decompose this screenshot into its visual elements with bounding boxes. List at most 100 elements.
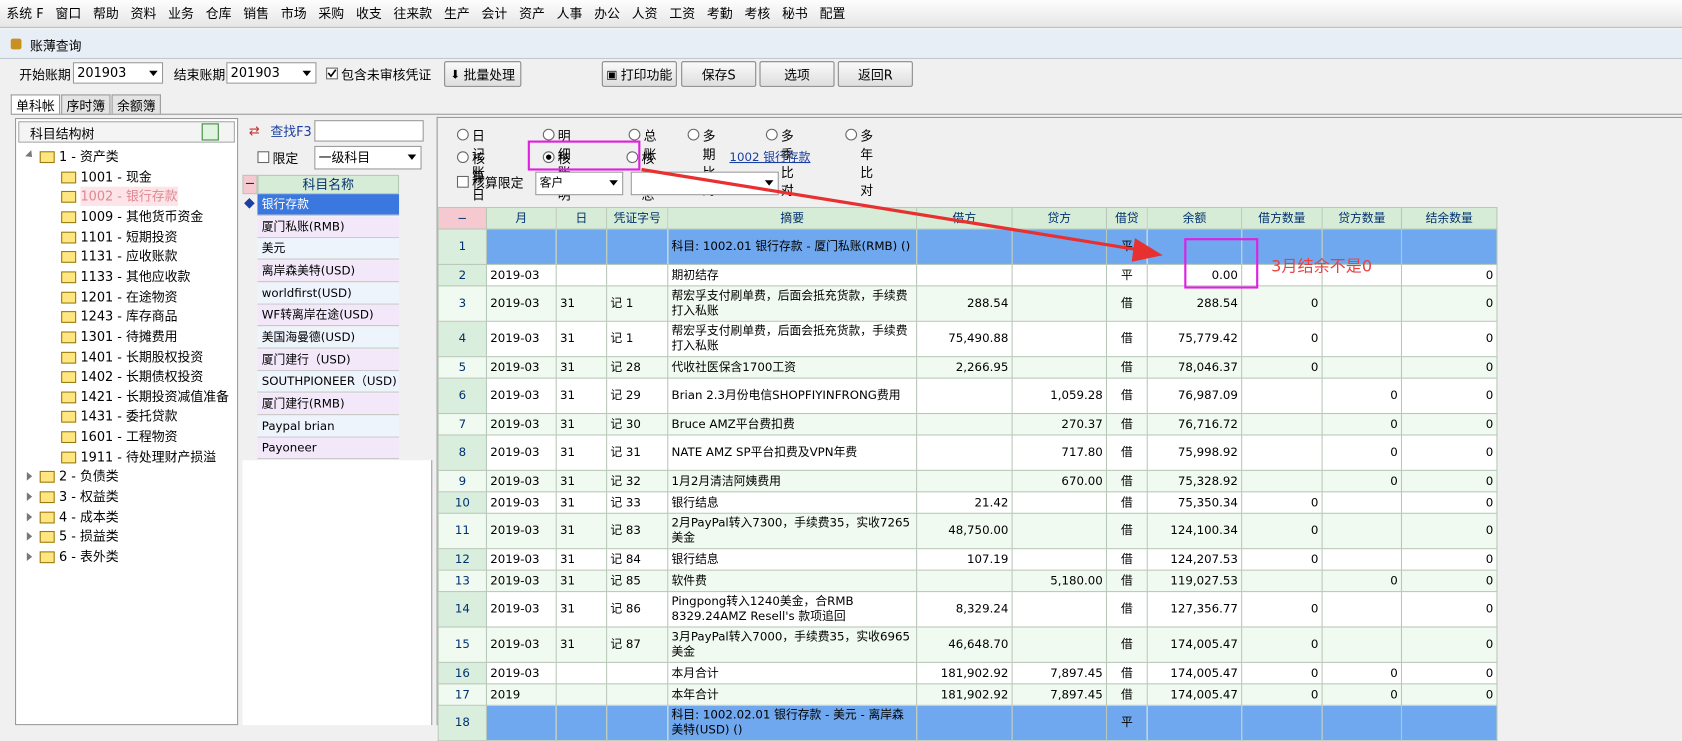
restrict-type-select[interactable]: 客户 bbox=[535, 171, 624, 196]
table-cell: Pingpong转入1240美金，合RMB 8329.24AMZ Resell'… bbox=[667, 591, 918, 628]
table-row[interactable]: 6 2019-03 31 记 29 Brian 2.3月份电信SHOPFIYINFRON… bbox=[437, 377, 1498, 415]
table-row[interactable]: 9 2019-03 31 记 32 1月2月清洁阿姨费用 670.00 借 75,328.92… bbox=[437, 469, 1498, 493]
radio-button[interactable] bbox=[765, 128, 778, 141]
start-period[interactable]: 201903 bbox=[72, 62, 164, 84]
radio-button[interactable] bbox=[628, 128, 641, 141]
radio-button[interactable] bbox=[626, 151, 639, 164]
menu-item[interactable]: 考勤 bbox=[706, 6, 733, 22]
restrict-value-select[interactable] bbox=[630, 171, 779, 196]
print-button[interactable]: ▣ 打印功能 bbox=[601, 61, 677, 87]
subject-item[interactable]: 银行存款 bbox=[257, 194, 400, 216]
menu-item[interactable]: 资产 bbox=[519, 6, 545, 22]
menu-item[interactable]: 资料 bbox=[130, 6, 157, 22]
menu-item[interactable]: 采购 bbox=[318, 6, 345, 22]
menu-item[interactable]: 会计 bbox=[481, 6, 508, 22]
radio-button[interactable] bbox=[845, 128, 858, 141]
table-row[interactable]: 7 2019-03 31 记 30 Bruce AMZ平台费扣费 270.37 借 76,71… bbox=[437, 412, 1498, 436]
subject-item[interactable]: 美元 bbox=[257, 238, 400, 260]
radio-button[interactable] bbox=[542, 151, 555, 164]
refresh-icon[interactable] bbox=[201, 123, 219, 141]
menu-item[interactable]: 考核 bbox=[744, 6, 771, 22]
radio-button[interactable] bbox=[687, 128, 700, 141]
options-button[interactable]: 选项 bbox=[759, 61, 835, 87]
table-row[interactable]: 14 2019-03 31 记 86 Pingpong转入1240美金，合RMB 832… bbox=[437, 591, 1498, 628]
menu-item[interactable]: 销售 bbox=[243, 6, 270, 22]
menu-item[interactable]: 配置 bbox=[819, 6, 846, 22]
table-row[interactable]: 17 2019 本年合计 181,902.92 7,897.45 借 174,005.47 0… bbox=[437, 683, 1498, 706]
tree-label: 1243 - 库存商品 bbox=[80, 309, 178, 325]
tree-expander bbox=[26, 472, 37, 481]
subject-item[interactable]: Paypal brian bbox=[257, 415, 400, 438]
menu-item[interactable]: 仓库 bbox=[205, 6, 232, 22]
table-row[interactable]: 13 2019-03 31 记 85 软件费 5,180.00 借 119,027.53 0 0 bbox=[437, 569, 1498, 593]
radio-button[interactable] bbox=[456, 128, 469, 141]
table-cell: 8,329.24 bbox=[916, 591, 1013, 628]
table-row[interactable]: 15 2019-03 31 记 87 3月PayPal转入7000，手续费35，实收69… bbox=[437, 626, 1498, 663]
menu-item[interactable]: 办公 bbox=[594, 6, 620, 22]
menu-item[interactable]: 业务 bbox=[168, 6, 194, 22]
tab[interactable]: 序时簿 bbox=[61, 94, 111, 114]
table-cell: 本年合计 bbox=[667, 683, 918, 706]
radio-button[interactable] bbox=[456, 151, 469, 164]
subject-link[interactable]: 1002 银行存款 bbox=[729, 150, 811, 165]
menu-item[interactable]: 往来款 bbox=[393, 6, 433, 22]
subject-item[interactable]: WF转离岸在途(USD) bbox=[257, 304, 400, 327]
table-row[interactable]: 1 科目: 1002.01 银行存款 - 厦门私账(RMB) () 平 bbox=[437, 228, 1498, 265]
table-row[interactable]: 10 2019-03 31 记 33 银行结息 21.42 借 75,350.34 0 0 bbox=[437, 491, 1498, 514]
tab[interactable]: 单科帐 bbox=[10, 94, 61, 114]
include-checkbox[interactable] bbox=[326, 67, 338, 80]
table-cell: 0 bbox=[1400, 512, 1498, 550]
menu-item[interactable]: 工资 bbox=[669, 6, 696, 22]
subject-item[interactable]: 美国海曼德(USD) bbox=[257, 327, 400, 349]
table-cell bbox=[1011, 548, 1108, 571]
tab[interactable]: 余额簿 bbox=[111, 94, 161, 114]
menu-item[interactable]: 窗口 bbox=[55, 6, 82, 22]
subject-item[interactable]: 离岸森美特(USD) bbox=[257, 260, 400, 283]
subject-item[interactable]: Payoneer bbox=[257, 437, 400, 460]
table-cell: 借 bbox=[1105, 683, 1148, 706]
list-collapse[interactable]: − bbox=[242, 174, 258, 195]
table-row[interactable]: 3 2019-03 31 记 1 帮宏孚支付刷单费，后面会抵充货款，手续费打入私账 288… bbox=[437, 285, 1498, 322]
end-period[interactable]: 201903 bbox=[226, 62, 317, 84]
table-cell: 31 bbox=[555, 285, 608, 322]
batch-button[interactable]: ⬇ 批量处理 bbox=[444, 61, 522, 87]
restrict-checkbox[interactable] bbox=[257, 151, 270, 164]
table-row[interactable]: 5 2019-03 31 记 28 代收社医保含1700工资 2,266.95 借 78,04… bbox=[437, 356, 1498, 379]
folder-icon bbox=[61, 331, 77, 344]
back-button[interactable]: 返回R bbox=[837, 61, 913, 87]
more-button[interactable]: .. bbox=[785, 174, 794, 190]
menu-item[interactable]: 生产 bbox=[443, 6, 470, 22]
subject-item[interactable]: 厦门建行（USD) bbox=[257, 349, 400, 371]
menu-item[interactable]: 市场 bbox=[280, 6, 307, 22]
table-row[interactable]: 11 2019-03 31 记 83 2月PayPal转入7300，手续费35，实收72… bbox=[437, 512, 1498, 550]
tree-expander bbox=[26, 492, 37, 502]
menu-item[interactable]: 人资 bbox=[631, 6, 658, 22]
level-select[interactable]: 一级科目 bbox=[314, 145, 422, 170]
annotation-arrow bbox=[641, 167, 1163, 262]
menu-item[interactable]: 帮助 bbox=[93, 6, 119, 22]
highlight-box bbox=[527, 140, 641, 171]
menu-item[interactable]: 系统 F bbox=[6, 6, 44, 22]
tree-label: 1101 - 短期投资 bbox=[80, 229, 178, 245]
menu-item[interactable]: 收支 bbox=[355, 6, 382, 22]
subject-item[interactable]: SOUTHPIONEER（USD) bbox=[257, 371, 400, 393]
tree-label: 5 - 损益类 bbox=[58, 529, 119, 545]
subject-item[interactable]: worldfirst(USD) bbox=[257, 282, 400, 305]
table-cell: 2019-03 bbox=[485, 569, 557, 593]
tree-panel: 科目结构树 1 - 资产类 1001 - 现金 1002 - 银行存款 1009 - … bbox=[15, 117, 239, 726]
subject-item[interactable]: 厦门建行(RMB) bbox=[257, 393, 400, 415]
save-button[interactable]: 保存S bbox=[681, 61, 757, 87]
column-header[interactable]: − bbox=[437, 207, 488, 230]
subject-item[interactable]: 厦门私账(RMB) bbox=[257, 216, 400, 238]
table-row[interactable]: 8 2019-03 31 记 31 NATE AMZ SP平台扣费及VPN年费 717.8… bbox=[437, 434, 1498, 471]
search-label[interactable]: 查找F3 bbox=[270, 124, 312, 140]
radio-button[interactable] bbox=[542, 128, 555, 141]
table-row[interactable]: 4 2019-03 31 记 1 帮宏孚支付刷单费，后面会抵充货款，手续费打入私账 75,… bbox=[437, 320, 1498, 358]
search-input[interactable] bbox=[314, 120, 424, 142]
restrict-calc-checkbox[interactable] bbox=[456, 175, 469, 188]
menu-item[interactable]: 秘书 bbox=[782, 6, 808, 22]
table-cell bbox=[1011, 591, 1108, 628]
table-cell: Bruce AMZ平台费扣费 bbox=[667, 412, 918, 436]
table-row[interactable]: 12 2019-03 31 记 84 银行结息 107.19 借 124,207.53 0 0 bbox=[437, 548, 1498, 571]
menu-item[interactable]: 人事 bbox=[556, 6, 583, 22]
